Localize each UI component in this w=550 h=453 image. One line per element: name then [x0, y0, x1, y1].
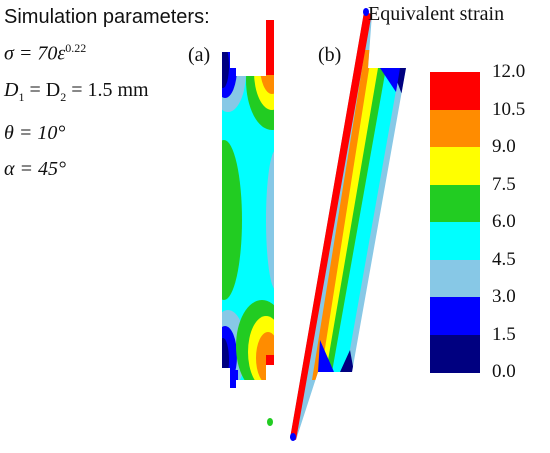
panel-label-b: (b) [318, 44, 342, 66]
panel-label-a: (a) [188, 44, 211, 66]
param-theta-text: θ = 10° [4, 121, 66, 144]
contour-panel-a [222, 20, 274, 388]
param-theta: θ = 10° [4, 115, 210, 151]
legend-swatch [430, 109, 480, 148]
param-alpha: α = 45° [4, 151, 210, 187]
param-d-lhs: D [4, 78, 19, 101]
panel-a-right-lightblue [266, 150, 274, 290]
legend-swatch [430, 222, 480, 260]
param-diameter: D1 = D2 = 1.5 mm [4, 72, 210, 115]
param-d-val: = 1.5 mm [66, 78, 149, 101]
legend-tick-label: 12.0 [492, 61, 526, 82]
param-sigma-text: σ = 70ε [4, 42, 66, 65]
param-d-sub2: 2 [60, 89, 67, 104]
panel-b-top-tip [363, 8, 369, 16]
legend-tick-label: 1.5 [492, 323, 516, 345]
legend-swatch [430, 72, 480, 110]
panel-a-top-red [266, 20, 274, 75]
legend-tick-label: 10.5 [492, 98, 526, 120]
panel-b-bot-navy [340, 350, 354, 372]
legend-tick-label: 0.0 [492, 361, 516, 382]
legend-swatch [430, 334, 480, 373]
legend-swatch [430, 259, 480, 298]
legend-tick-label: 3.0 [492, 286, 516, 307]
param-sigma-exponent: 0.22 [65, 41, 87, 55]
legend-swatch [430, 147, 480, 185]
panel-a-bot-navy [222, 338, 229, 382]
panel-a-bot-blue-block [230, 370, 238, 388]
panel-b-red-band [290, 12, 372, 440]
panel-b-orange-band [312, 50, 372, 380]
legend-tick-label: 9.0 [492, 136, 516, 157]
params-title: Simulation parameters: [4, 6, 210, 28]
panel-a-bot-red [266, 355, 274, 385]
panel-a-top-navy [222, 44, 229, 88]
legend-tick-label: 6.0 [492, 211, 516, 232]
panel-b-bot-blue [318, 340, 334, 372]
param-d-sub1: 1 [18, 89, 25, 104]
legend-tick-label: 7.5 [492, 173, 516, 195]
panel-b-top-blue [380, 68, 400, 92]
contour-panel-b [290, 12, 406, 440]
legend-swatch [430, 297, 480, 335]
param-d-eq: = D [24, 78, 61, 101]
legend-title: Equivalent strain [368, 3, 505, 25]
simulation-parameters: Simulation parameters: σ = 70ε0.22 D1 = … [4, 4, 210, 187]
legend-swatch [430, 184, 480, 223]
panel-a-tip-marker [267, 418, 273, 426]
param-sigma: σ = 70ε0.22 [4, 30, 210, 72]
panel-a-left-green [222, 140, 242, 300]
panel-b-bot-tip [290, 433, 296, 441]
legend-tick-label: 4.5 [492, 248, 516, 270]
param-alpha-text: α = 45° [4, 157, 66, 180]
